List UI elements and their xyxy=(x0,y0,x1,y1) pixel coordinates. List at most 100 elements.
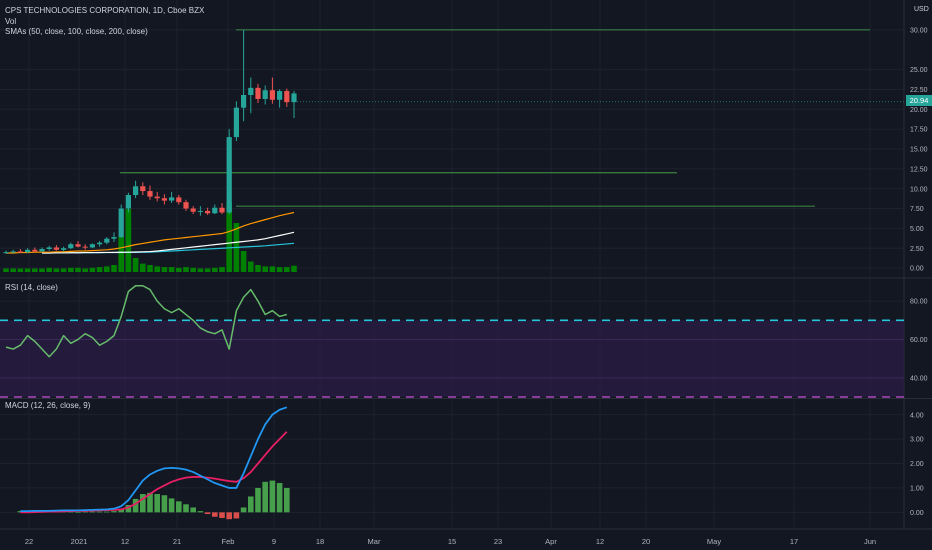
x-axis-label: 23 xyxy=(494,537,502,546)
candle-body xyxy=(241,95,247,108)
volume-bar xyxy=(197,268,204,272)
volume-bar xyxy=(276,267,283,272)
rsi-legend: RSI (14, close) xyxy=(5,283,58,294)
volume-bar xyxy=(262,266,268,272)
macd-label: MACD (12, 26, close, 9) xyxy=(5,401,91,410)
y-axis-label: 1.00 xyxy=(910,486,924,493)
macd-histogram-bar xyxy=(154,494,160,513)
candle-body xyxy=(161,198,167,201)
candle-body xyxy=(133,186,139,196)
y-axis-label: 10.00 xyxy=(910,186,928,193)
sma-legend: SMAs (50, close, 100, close, 200, close) xyxy=(5,27,148,36)
candle-body xyxy=(205,210,211,214)
candle-body xyxy=(125,195,131,209)
volume-bar xyxy=(226,202,232,272)
volume-bar xyxy=(248,261,254,272)
candle-body xyxy=(32,249,38,252)
y-axis-label: 0.00 xyxy=(910,266,924,273)
macd-histogram-bar xyxy=(104,511,110,513)
volume-bar xyxy=(240,251,247,272)
candle-body xyxy=(226,137,232,213)
candle-body xyxy=(262,90,268,99)
candle-body xyxy=(111,237,117,239)
sma100-line xyxy=(42,231,295,254)
volume-bar xyxy=(104,266,110,272)
x-axis-label: 20 xyxy=(642,537,650,546)
candle-body xyxy=(176,197,182,203)
x-axis-label: 15 xyxy=(448,537,456,546)
macd-histogram-bar xyxy=(226,512,232,520)
candle-body xyxy=(190,208,196,212)
volume-bar xyxy=(89,267,96,272)
candle-body xyxy=(97,242,103,245)
y-axis-label: 40.00 xyxy=(910,375,928,382)
y-axis-label: 22.50 xyxy=(910,87,928,94)
volume-bar xyxy=(176,267,182,272)
volume-bar xyxy=(269,266,276,272)
candle-body xyxy=(39,249,45,252)
macd-histogram-bar xyxy=(161,495,168,513)
volume-bar xyxy=(291,265,297,272)
x-axis-label: 2021 xyxy=(71,537,88,546)
candle-body xyxy=(233,107,239,138)
macd-histogram-bar xyxy=(75,511,81,513)
volume-bar xyxy=(17,268,24,272)
candle-body xyxy=(17,251,23,253)
macd-histogram-bar xyxy=(82,511,88,513)
x-axis-label: May xyxy=(707,537,721,546)
x-axis-label: 21 xyxy=(173,537,181,546)
volume-bar xyxy=(68,267,74,272)
y-axis-label: 80.00 xyxy=(910,299,928,306)
volume-bar xyxy=(10,268,16,272)
candle-body xyxy=(197,210,203,212)
macd-histogram-bar xyxy=(96,511,103,513)
volume-bar xyxy=(125,209,132,272)
volume-bar xyxy=(39,268,45,272)
y-axis-label: 2.00 xyxy=(910,461,924,468)
y-axis-label: 30.00 xyxy=(910,28,928,35)
volume-bar xyxy=(147,265,153,272)
y-axis-label: 20.00 xyxy=(910,107,928,114)
candle-body xyxy=(277,91,283,100)
chart-title: CPS TECHNOLOGIES CORPORATION, 1D, Cboe B… xyxy=(5,6,205,15)
y-axis-label: 12.50 xyxy=(910,166,928,173)
y-axis-label: 60.00 xyxy=(910,337,928,344)
candle-body xyxy=(269,90,275,100)
x-axis-label: 9 xyxy=(272,537,276,546)
candle-body xyxy=(25,249,31,253)
x-axis-label: Mar xyxy=(368,537,381,546)
y-axis-label: 25.00 xyxy=(910,67,928,74)
macd-signal-line xyxy=(20,431,288,514)
volume-bar xyxy=(3,268,9,272)
x-axis-label: 12 xyxy=(121,537,129,546)
volume-bar xyxy=(82,268,88,272)
candle-body xyxy=(212,207,218,214)
candle-body xyxy=(89,244,95,248)
volume-bar xyxy=(212,267,218,272)
candle-body xyxy=(75,244,81,247)
candle-body xyxy=(61,248,67,250)
volume-bar xyxy=(75,267,81,272)
macd-histogram-bar xyxy=(183,504,189,513)
candle-body xyxy=(53,247,59,250)
volume-bar xyxy=(190,267,196,272)
volume-bar xyxy=(284,267,290,272)
x-axis-label: 22 xyxy=(25,537,33,546)
candle-body xyxy=(248,87,254,96)
price-legend: CPS TECHNOLOGIES CORPORATION, 1D, Cboe B… xyxy=(5,6,204,38)
x-axis-label: 18 xyxy=(316,537,324,546)
volume-bar xyxy=(46,267,52,272)
macd-histogram-bar xyxy=(212,512,218,517)
volume-bar xyxy=(132,258,139,272)
macd-histogram-bar xyxy=(219,512,225,518)
volume-bar xyxy=(32,268,38,272)
y-axis-label: 17.50 xyxy=(910,127,928,134)
volume-bar xyxy=(24,268,31,272)
macd-histogram-bar xyxy=(132,498,139,513)
macd-histogram-bar xyxy=(140,494,146,513)
macd-histogram-bar xyxy=(197,511,204,513)
volume-bar xyxy=(96,267,103,272)
candle-body xyxy=(82,246,88,248)
rsi-band xyxy=(0,320,904,397)
